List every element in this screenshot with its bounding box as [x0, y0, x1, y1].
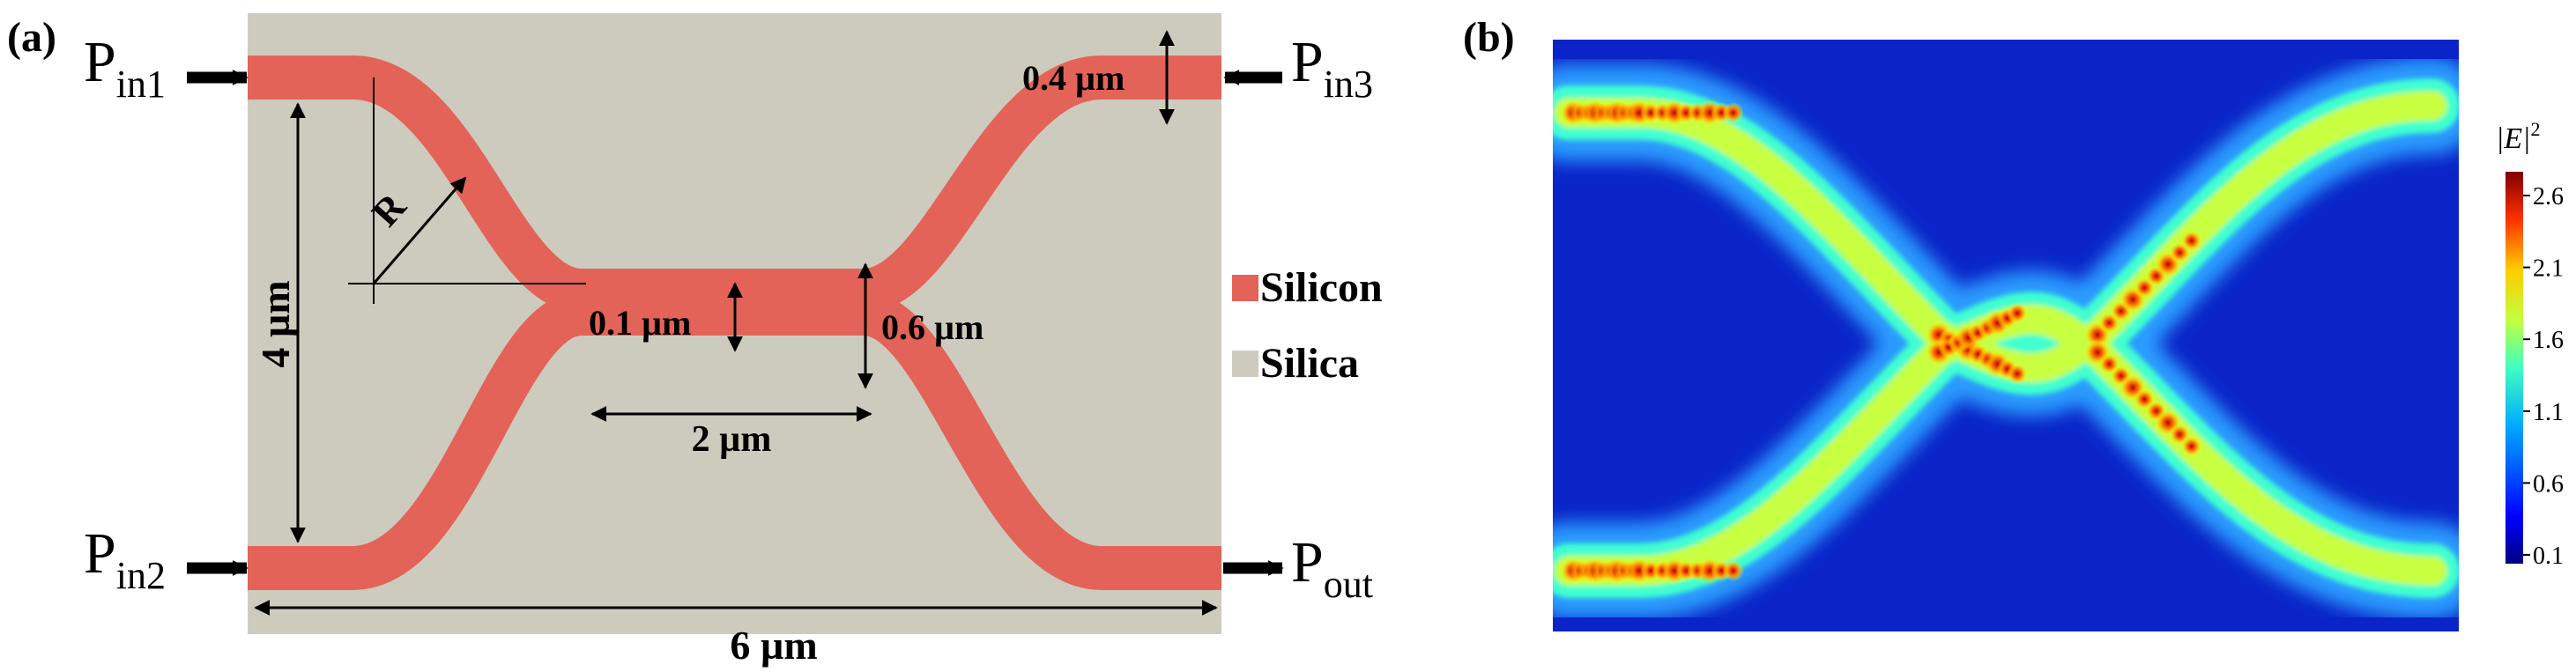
port-pin1-label: Pin1: [84, 30, 166, 106]
colorbar-title: |E|2: [2496, 118, 2540, 155]
legend-silica-swatch: [1232, 351, 1258, 377]
legend-silica-label: Silica: [1260, 340, 1359, 387]
width-dimension-label: 6 µm: [730, 623, 817, 668]
panel-a-label: (a): [7, 14, 56, 61]
field-hotspots: [1560, 100, 2202, 584]
port-pout-label: Pout: [1291, 530, 1373, 606]
port-pin2-label: Pin2: [84, 521, 166, 597]
field-hotspot: [2006, 363, 2028, 385]
upper-waveguide: [248, 55, 1221, 313]
panel-b: (b): [1463, 14, 2564, 631]
colorbar-gradient: [2505, 172, 2523, 564]
colorbar-tick-label: 1.1: [2533, 399, 2564, 426]
coupler-length-dimension-label: 2 µm: [692, 419, 772, 460]
height-dimension-label: 4 µm: [253, 280, 298, 367]
field-hotspot: [2180, 230, 2202, 252]
colorbar-tick-label: 1.6: [2533, 327, 2564, 354]
waveguide-width-dimension-label: 0.4 µm: [1022, 58, 1125, 98]
field-hotspot: [1722, 560, 1744, 581]
colorbar-tick-label: 2.6: [2533, 183, 2564, 210]
colorbar-ticks: 2.6 2.1 1.6 1.1 0.6 0.1: [2523, 183, 2564, 570]
field-bands: [1553, 78, 2459, 598]
legend-silicon-label: Silicon: [1260, 264, 1383, 311]
field-hotspot: [2180, 435, 2202, 457]
colorbar-tick-label: 0.1: [2533, 543, 2564, 570]
field-hotspot: [1722, 102, 1744, 123]
coupler-width-dimension-label: 0.6 µm: [881, 307, 984, 347]
legend-silicon-swatch: [1232, 275, 1258, 301]
colorbar-tick-label: 0.6: [2533, 470, 2564, 498]
port-arrows: [187, 70, 1284, 576]
panel-a: (a) Pin1 Pin2 Pin3 Pout 6 µm 4 µm R: [7, 13, 1383, 668]
material-legend: Silicon Silica: [1232, 264, 1383, 387]
radius-arrow: [372, 176, 467, 284]
colorbar-tick-label: 2.1: [2533, 255, 2564, 283]
lower-waveguide: [248, 292, 1221, 590]
field-intensity-map: [1553, 40, 2459, 631]
port-pin3-label: Pin3: [1291, 30, 1373, 106]
gap-dimension-label: 0.1 µm: [589, 303, 691, 343]
colorbar: |E|2 2.6 2.1 1.6 1.1 0.6 0.1: [2496, 118, 2564, 570]
field-hotspot: [2006, 302, 2028, 324]
panel-b-label: (b): [1463, 14, 1515, 61]
